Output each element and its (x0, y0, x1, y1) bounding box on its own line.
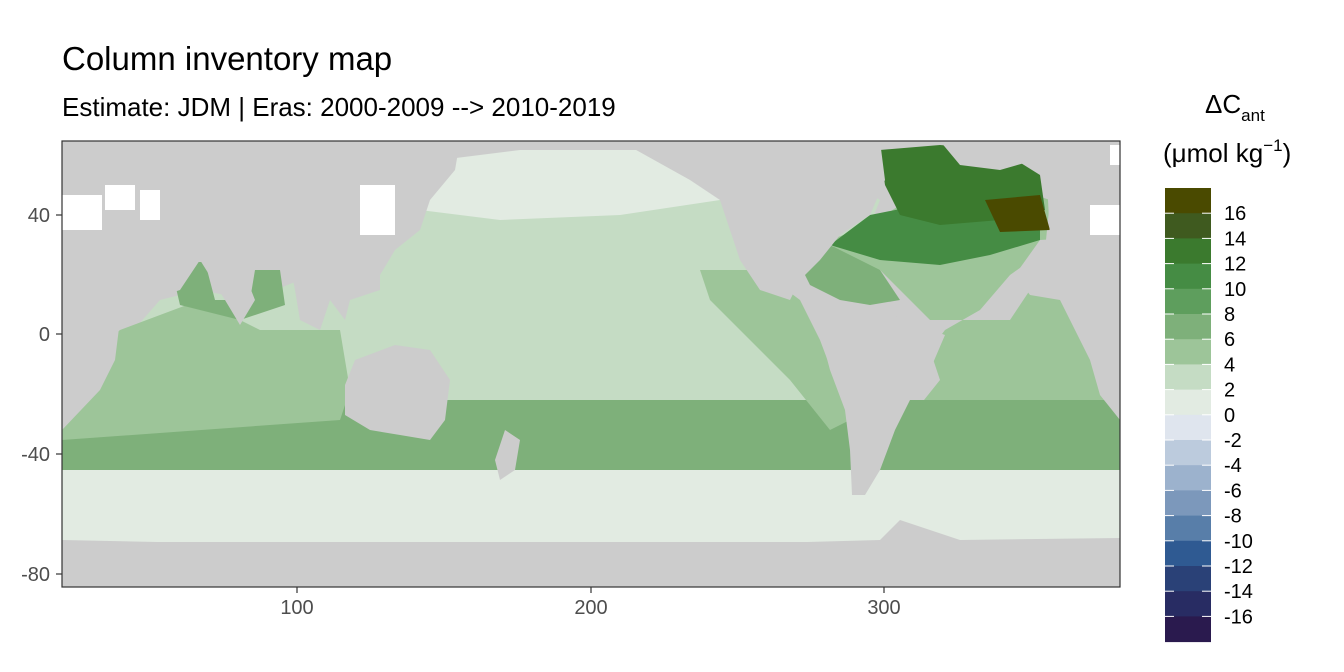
missing-data-patches (62, 145, 1120, 235)
legend-label: -16 (1224, 606, 1253, 628)
legend-title: ΔCant (1205, 89, 1265, 125)
legend-swatch (1165, 263, 1211, 290)
legend-label: 4 (1224, 354, 1235, 376)
chart-subtitle: Estimate: JDM | Eras: 2000-2009 --> 2010… (62, 92, 616, 122)
legend-swatch (1165, 515, 1211, 542)
land-north-america (620, 141, 885, 300)
legend-swatch (1165, 213, 1211, 239)
legend-label: 2 (1224, 380, 1235, 402)
legend-label: -12 (1224, 556, 1253, 578)
legend-swatches (1165, 188, 1211, 643)
y-tick-label: -80 (21, 564, 50, 586)
ocean-region-north-atlantic-max (985, 195, 1050, 232)
legend-swatch (1165, 339, 1211, 365)
legend-swatch (1165, 591, 1211, 617)
land-south-america (822, 305, 945, 495)
legend-swatch (1165, 364, 1211, 391)
land-india (200, 260, 255, 325)
chart-title: Column inventory map (62, 40, 393, 77)
land-greenland (940, 141, 1040, 170)
legend-swatch (1165, 414, 1211, 441)
legend-label: -8 (1224, 506, 1242, 528)
legend-swatch (1165, 540, 1211, 567)
legend-label: -14 (1224, 581, 1253, 603)
legend-swatch (1165, 314, 1211, 340)
y-axis: 40 0 -40 -80 (21, 205, 62, 586)
legend-swatch (1165, 288, 1211, 315)
ocean-region-southern-high (62, 470, 1120, 542)
legend-swatch (1165, 188, 1211, 214)
y-tick-label: 0 (39, 324, 50, 346)
land-australia (345, 345, 450, 440)
land-new-zealand (495, 430, 520, 480)
ocean-region-arabian-bengal (170, 262, 285, 320)
legend-unit: (μmol kg−1) (1163, 136, 1291, 168)
legend-label: 14 (1224, 228, 1246, 250)
legend-label: 12 (1224, 254, 1246, 276)
legend-labels: 16 14 12 10 8 6 4 2 0 -2 -4 -6 -8 -10 -12 -14 -16 (1224, 203, 1253, 628)
legend-swatch (1165, 616, 1211, 643)
map-panel (62, 141, 1120, 587)
legend-swatch (1165, 389, 1211, 416)
legend-label: 10 (1224, 279, 1246, 301)
legend-label: 0 (1224, 405, 1235, 427)
x-axis: 100 200 300 (280, 587, 901, 619)
land-africa-east-wrap (1015, 235, 1120, 420)
legend-swatch (1165, 238, 1211, 265)
y-tick-label: -40 (21, 444, 50, 466)
ocean-region-indian (62, 300, 350, 440)
legend-label: -4 (1224, 455, 1242, 477)
legend-label: 16 (1224, 203, 1246, 225)
x-tick-label: 300 (867, 597, 900, 619)
legend-label: -10 (1224, 531, 1253, 553)
legend-label: -2 (1224, 430, 1242, 452)
legend-swatch (1165, 566, 1211, 592)
ocean-region-eastern-tropical-pacific (700, 270, 850, 430)
legend-label: 8 (1224, 304, 1235, 326)
legend-label: 6 (1224, 329, 1235, 351)
land-antarctica (62, 520, 1120, 587)
legend-swatch (1165, 440, 1211, 466)
legend: ΔCant (μmol kg−1) 16 14 12 10 8 6 4 2 0 -2 -4 -6 -8 -… (1163, 89, 1291, 643)
land-southeast-asia (290, 265, 330, 330)
legend-swatch (1165, 490, 1211, 517)
legend-label: -6 (1224, 480, 1242, 502)
legend-swatch (1165, 465, 1211, 491)
y-tick-label: 40 (28, 205, 50, 227)
x-tick-label: 100 (280, 597, 313, 619)
x-tick-label: 200 (574, 597, 607, 619)
